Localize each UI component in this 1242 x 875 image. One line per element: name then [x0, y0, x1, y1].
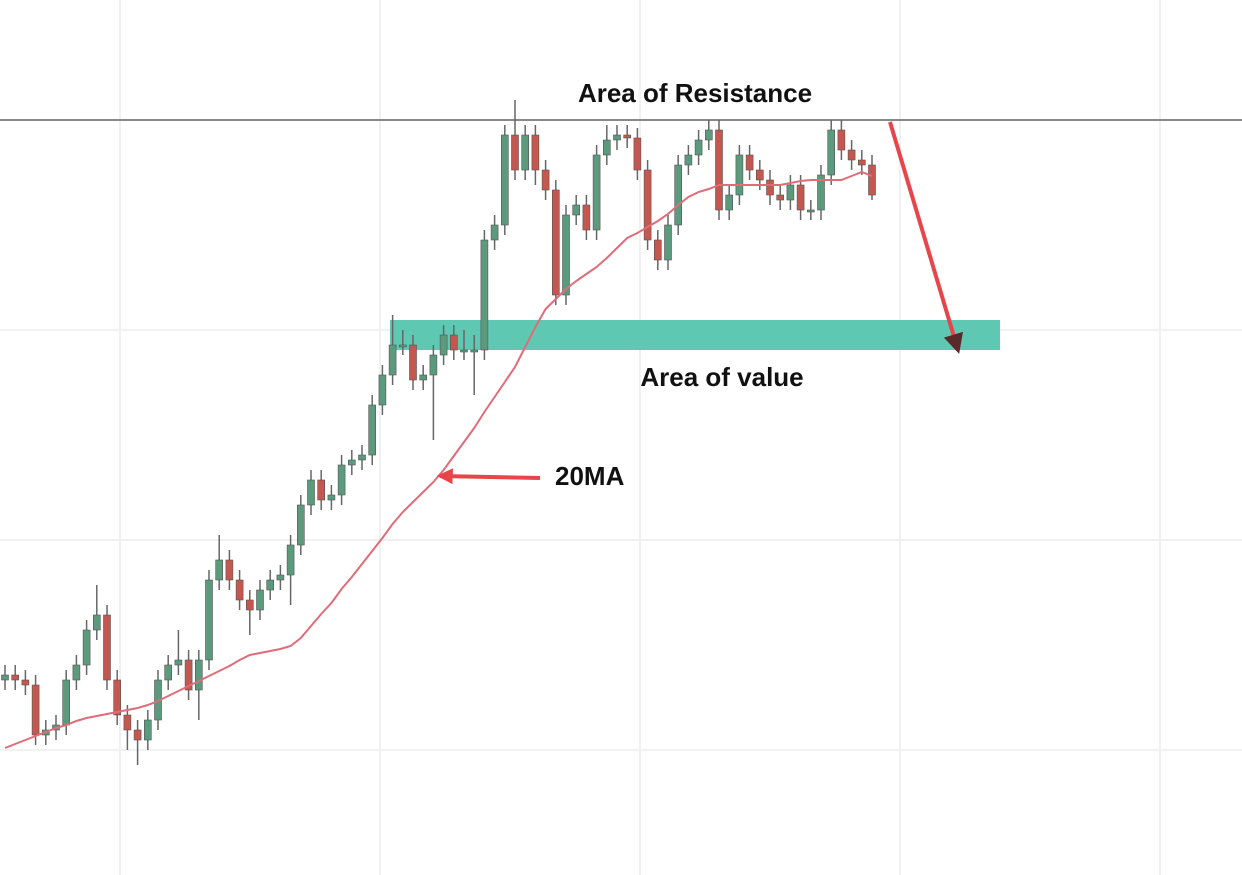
candle-body	[93, 614, 101, 631]
candle-body	[82, 629, 91, 666]
candle-body	[735, 154, 744, 196]
candle-body	[613, 134, 621, 141]
ma-label: 20MA	[555, 461, 625, 491]
candle-body	[490, 224, 499, 241]
value-zone-label: Area of value	[640, 362, 803, 392]
candle-body	[480, 239, 489, 351]
candle-body	[347, 459, 356, 466]
candle-body	[837, 129, 846, 151]
candle-body	[674, 164, 683, 226]
candle-body	[857, 159, 866, 166]
candle-body	[745, 154, 754, 171]
candle-body	[21, 679, 30, 686]
candle-body	[694, 139, 703, 156]
candle-body	[307, 479, 315, 506]
candle-body	[164, 664, 172, 681]
candle-body	[725, 194, 734, 211]
candle-body	[398, 344, 407, 348]
candle-body	[409, 344, 417, 381]
candle-body	[327, 494, 336, 501]
candle-body	[429, 354, 438, 376]
candle-body	[776, 194, 785, 201]
candle-body	[643, 169, 652, 241]
value-zone	[390, 320, 1000, 350]
candle-body	[806, 209, 815, 213]
candle-body	[786, 184, 795, 201]
candle-body	[276, 574, 285, 581]
candle-body	[500, 134, 509, 226]
candle-body	[582, 204, 591, 231]
candle-body	[439, 334, 448, 356]
candle-body	[358, 454, 366, 461]
candle-body	[541, 169, 550, 191]
candle-body	[266, 579, 275, 591]
candle-body	[388, 344, 397, 376]
candle-body	[246, 599, 254, 611]
candle-body	[286, 544, 295, 576]
candle-body	[623, 134, 632, 139]
candle-body	[123, 714, 132, 731]
plot	[0, 100, 1242, 765]
candle-body	[827, 129, 836, 176]
candle-body	[368, 404, 377, 456]
candle-body	[378, 374, 387, 406]
candle-body	[195, 659, 203, 691]
candle-body	[72, 664, 81, 681]
candle-body	[633, 137, 642, 171]
candle-body	[796, 184, 805, 211]
moving-average	[4, 170, 873, 749]
candle-body	[184, 659, 193, 691]
candle-body	[602, 139, 611, 156]
candle-body	[684, 154, 693, 166]
candle-body	[521, 134, 530, 171]
candle-body	[470, 349, 479, 353]
candle-body	[11, 674, 19, 681]
candle-body	[766, 179, 774, 196]
candle-body	[511, 134, 519, 171]
candle-body	[215, 559, 223, 581]
candle-body	[653, 239, 662, 261]
resistance-label: Area of Resistance	[578, 78, 812, 108]
candle-body	[715, 129, 723, 211]
candle-body	[337, 464, 346, 496]
candle-body	[817, 174, 825, 211]
candle-body	[225, 559, 234, 581]
candle-body	[133, 729, 142, 741]
candle-body	[256, 589, 264, 611]
candle-body	[704, 129, 713, 141]
candle-body	[572, 204, 581, 216]
candle-body	[1, 674, 9, 681]
candle-body	[31, 684, 40, 736]
candle-body	[419, 374, 428, 381]
candle-body	[868, 164, 876, 196]
candle-body	[755, 169, 764, 181]
candle-body	[664, 224, 672, 261]
candle-body	[174, 659, 183, 666]
candle-body	[296, 504, 305, 546]
candle-body	[113, 679, 121, 716]
candle-body	[460, 349, 468, 353]
candle-body	[847, 149, 856, 161]
candle-body	[562, 214, 570, 296]
down-arrow	[888, 121, 964, 354]
candle-body	[144, 719, 152, 741]
candle-body	[103, 614, 111, 681]
candle-body	[205, 579, 213, 661]
candle-body	[551, 189, 560, 296]
candle-body	[62, 679, 71, 726]
candle-body	[449, 334, 458, 351]
candle-body	[317, 479, 326, 501]
candle-body	[531, 134, 540, 171]
candle-body	[592, 154, 601, 231]
ma-arrow	[436, 468, 541, 485]
candle-body	[235, 579, 244, 601]
